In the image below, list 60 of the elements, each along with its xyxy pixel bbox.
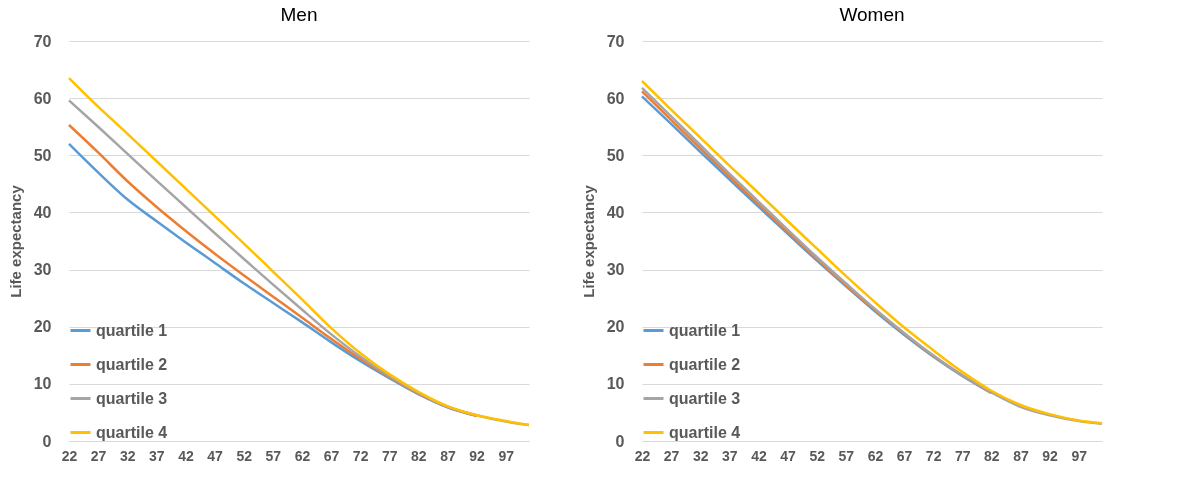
x-tick-label: 52	[809, 447, 826, 464]
x-tick-label: 72	[925, 447, 942, 464]
x-tick-label: 47	[207, 447, 224, 464]
x-tick-label: 87	[1013, 447, 1029, 464]
y-tick-label: 60	[33, 89, 52, 107]
x-tick-label: 42	[178, 447, 194, 464]
x-tick-label: 27	[90, 447, 107, 464]
legend-label: quartile 2	[669, 355, 741, 373]
x-tick-label: 92	[1042, 447, 1059, 464]
y-tick-label: 70	[33, 32, 52, 50]
x-tick-label: 77	[381, 447, 398, 464]
y-tick-label: 50	[606, 146, 625, 164]
x-tick-label: 47	[780, 447, 797, 464]
x-tick-label: 67	[323, 447, 340, 464]
x-tick-label: 57	[265, 447, 282, 464]
y-tick-label: 20	[33, 318, 52, 336]
y-tick-label: 40	[33, 203, 52, 221]
x-tick-label: 82	[411, 447, 427, 464]
x-tick-label: 97	[1071, 447, 1088, 464]
y-tick-label: 60	[606, 89, 625, 107]
x-tick-label: 87	[440, 447, 456, 464]
y-tick-label: 0	[42, 432, 52, 450]
x-tick-label: 82	[984, 447, 1000, 464]
x-tick-label: 97	[498, 447, 515, 464]
y-tick-label: 0	[615, 432, 625, 450]
y-tick-label: 30	[606, 261, 625, 279]
y-tick-label: 30	[33, 261, 52, 279]
x-tick-label: 72	[352, 447, 369, 464]
x-tick-label: 32	[119, 447, 136, 464]
y-axis-title: Life expectancy	[6, 184, 24, 298]
x-tick-label: 62	[867, 447, 884, 464]
x-tick-label: 67	[896, 447, 913, 464]
x-tick-label: 42	[751, 447, 767, 464]
chart-title: Men	[280, 4, 318, 25]
x-tick-label: 22	[61, 447, 78, 464]
x-tick-label: 22	[634, 447, 651, 464]
x-tick-label: 92	[469, 447, 486, 464]
x-tick-label: 57	[838, 447, 855, 464]
x-tick-label: 62	[294, 447, 311, 464]
legend-label: quartile 1	[96, 321, 168, 339]
legend-label: quartile 4	[96, 423, 168, 441]
chart-title: Women	[839, 4, 905, 25]
x-tick-label: 37	[722, 447, 738, 464]
x-tick-label: 32	[692, 447, 709, 464]
legend-label: quartile 3	[669, 389, 741, 407]
legend-label: quartile 1	[669, 321, 741, 339]
x-tick-label: 27	[663, 447, 680, 464]
legend-label: quartile 2	[96, 355, 168, 373]
y-tick-label: 10	[33, 375, 52, 393]
y-tick-label: 50	[33, 146, 52, 164]
y-axis-title: Life expectancy	[579, 184, 597, 298]
y-tick-label: 40	[606, 203, 625, 221]
y-tick-label: 70	[606, 32, 625, 50]
legend-label: quartile 3	[96, 389, 168, 407]
x-tick-label: 52	[236, 447, 253, 464]
y-tick-label: 10	[606, 375, 625, 393]
x-tick-label: 37	[149, 447, 165, 464]
y-tick-label: 20	[606, 318, 625, 336]
x-tick-label: 77	[954, 447, 971, 464]
legend-label: quartile 4	[669, 423, 741, 441]
